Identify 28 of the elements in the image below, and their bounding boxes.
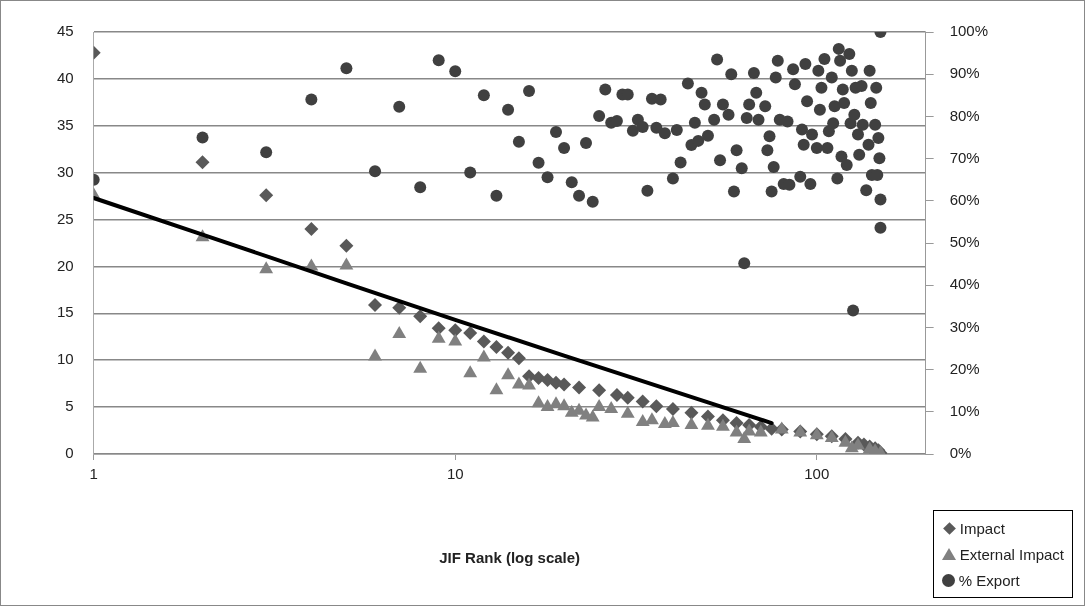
y2-tick-label: 60% (949, 190, 980, 208)
legend-label: % Export (958, 571, 1020, 589)
y-tick-label: 5 (65, 397, 74, 415)
y2-tick-label: 80% (949, 106, 980, 124)
y-tick-label: 20 (57, 256, 74, 274)
x-tick-label: 100 (804, 465, 830, 483)
y-tick-label: 35 (57, 115, 74, 133)
y-tick-label: 10 (57, 350, 74, 368)
y-tick-label: 15 (57, 303, 74, 321)
y-tick-label: 45 (57, 22, 74, 40)
y2-tick-label: 10% (949, 401, 980, 419)
legend-label: Impact (959, 519, 1005, 537)
y2-tick-label: 100% (949, 22, 989, 40)
y2-tick-label: 20% (949, 359, 980, 377)
legend-label: External Impact (959, 545, 1064, 563)
x-tick-label: 10 (446, 465, 464, 483)
x-axis-title: JIF Rank (log scale) (439, 549, 581, 567)
y2-tick-label: 70% (949, 148, 980, 166)
y-tick-label: 30 (57, 162, 74, 180)
x-tick-label: 1 (89, 465, 98, 483)
y2-tick-label: 40% (949, 275, 980, 293)
y-tick-label: 0 (65, 444, 74, 462)
y2-tick-label: 30% (949, 317, 980, 335)
y-tick-label: 40 (57, 69, 74, 87)
y-tick-label: 25 (57, 209, 74, 227)
y2-tick-label: 0% (949, 444, 972, 462)
y2-tick-label: 90% (949, 64, 980, 82)
y2-tick-label: 50% (949, 233, 980, 251)
